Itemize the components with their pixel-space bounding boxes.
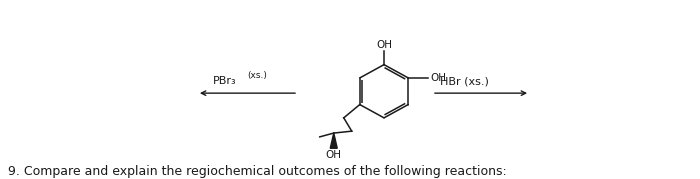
Polygon shape xyxy=(330,133,337,148)
Text: OH: OH xyxy=(376,40,392,50)
Text: PBr₃: PBr₃ xyxy=(213,76,237,86)
Text: OH: OH xyxy=(430,73,446,83)
Text: (xs.): (xs.) xyxy=(247,71,267,80)
Text: HBr (xs.): HBr (xs.) xyxy=(440,76,489,86)
Text: 9. Compare and explain the regiochemical outcomes of the following reactions:: 9. Compare and explain the regiochemical… xyxy=(8,165,507,178)
Text: OH: OH xyxy=(326,150,342,160)
